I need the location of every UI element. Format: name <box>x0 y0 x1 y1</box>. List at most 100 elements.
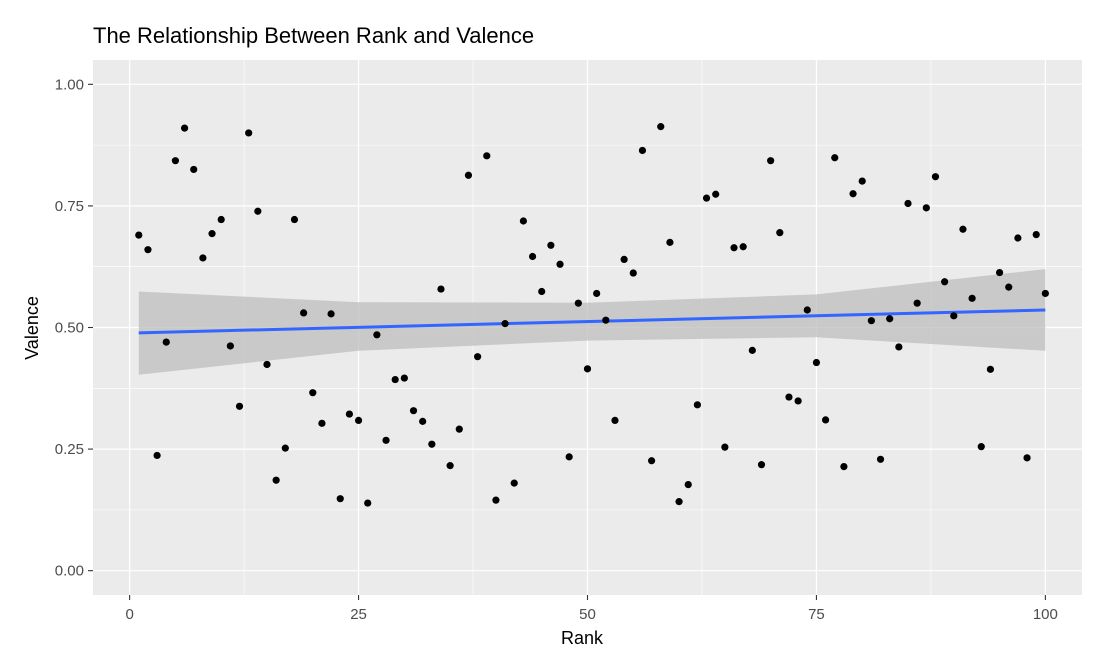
data-point <box>354 416 363 424</box>
y-axis-title: Valence <box>22 296 42 360</box>
data-point <box>171 157 180 165</box>
data-point <box>684 480 692 489</box>
data-point <box>474 353 482 361</box>
x-axis: 0 25 50 75 100 <box>125 595 1058 623</box>
data-point <box>831 154 839 162</box>
data-point <box>382 436 390 444</box>
data-point <box>977 443 985 451</box>
data-point <box>190 165 198 174</box>
data-point <box>995 268 1004 277</box>
data-point <box>1041 289 1049 298</box>
data-point <box>849 190 857 198</box>
x-tick-label: 100 <box>1033 606 1058 623</box>
data-point <box>721 443 729 451</box>
data-point <box>281 444 289 452</box>
data-point <box>538 287 546 296</box>
data-point <box>519 217 527 225</box>
data-point <box>199 254 207 262</box>
data-point <box>583 365 592 373</box>
data-point <box>602 316 610 324</box>
data-point <box>776 229 784 237</box>
data-point <box>409 407 418 415</box>
data-point <box>629 269 637 277</box>
data-point <box>492 496 500 504</box>
data-point <box>675 498 683 506</box>
data-point <box>757 461 766 469</box>
data-point <box>245 129 253 137</box>
data-point <box>794 397 802 405</box>
x-axis-title: Rank <box>561 628 604 648</box>
data-point <box>904 199 912 208</box>
data-point <box>153 451 161 460</box>
data-point <box>895 343 903 351</box>
data-point <box>867 317 875 325</box>
data-point <box>638 146 647 155</box>
data-point <box>464 171 473 179</box>
data-point <box>840 463 848 471</box>
data-point <box>858 177 866 185</box>
data-point <box>922 204 930 212</box>
data-point <box>162 338 170 346</box>
data-point <box>712 190 720 198</box>
data-point <box>428 440 436 448</box>
data-point <box>767 157 775 165</box>
data-point <box>593 289 601 298</box>
data-point <box>620 255 628 264</box>
x-tick-label: 75 <box>808 606 825 623</box>
data-point <box>336 495 344 503</box>
data-point <box>968 294 976 302</box>
data-point <box>400 374 408 382</box>
data-point <box>803 306 811 314</box>
data-point <box>693 401 701 409</box>
data-point <box>235 402 244 410</box>
data-point <box>611 416 619 424</box>
data-point <box>648 457 656 465</box>
data-point <box>812 358 821 367</box>
data-point <box>327 310 335 318</box>
data-point <box>941 278 949 286</box>
y-tick-label: 0.75 <box>55 198 84 215</box>
data-point <box>931 173 940 181</box>
y-tick-label: 0.25 <box>55 441 84 458</box>
data-point <box>748 346 756 354</box>
x-tick-label: 50 <box>579 606 596 623</box>
data-point <box>226 342 234 350</box>
data-point <box>1032 231 1040 239</box>
data-point <box>501 320 509 328</box>
data-point <box>272 476 280 484</box>
data-point <box>666 238 674 246</box>
data-point <box>455 425 463 433</box>
data-point <box>364 499 372 507</box>
data-point <box>785 393 793 401</box>
data-point <box>702 194 711 202</box>
data-point <box>950 312 958 320</box>
y-tick-label: 0.50 <box>55 320 84 337</box>
data-point <box>483 152 491 160</box>
x-tick-label: 25 <box>350 606 367 623</box>
data-point <box>208 230 216 238</box>
x-tick-label: 0 <box>125 606 133 623</box>
data-point <box>886 315 894 323</box>
data-point <box>144 246 152 254</box>
data-points <box>135 123 1049 507</box>
data-point <box>300 309 308 317</box>
data-point <box>391 375 399 384</box>
data-point <box>254 207 262 215</box>
data-point <box>180 124 189 132</box>
y-tick-label: 0.00 <box>55 563 84 580</box>
data-point <box>913 299 921 307</box>
data-point <box>446 462 454 470</box>
fit-line-layer <box>138 308 1046 335</box>
data-point <box>574 299 582 307</box>
data-point <box>1023 454 1031 462</box>
data-point <box>565 453 573 461</box>
data-point <box>1005 283 1013 291</box>
data-point <box>217 215 225 224</box>
data-point <box>959 225 967 233</box>
chart-title: The Relationship Between Rank and Valenc… <box>93 23 534 48</box>
data-point <box>263 360 271 369</box>
y-axis: 0.00 0.25 0.50 0.75 1.00 <box>55 76 93 580</box>
y-tick-label: 1.00 <box>55 76 84 93</box>
data-point <box>821 416 830 424</box>
